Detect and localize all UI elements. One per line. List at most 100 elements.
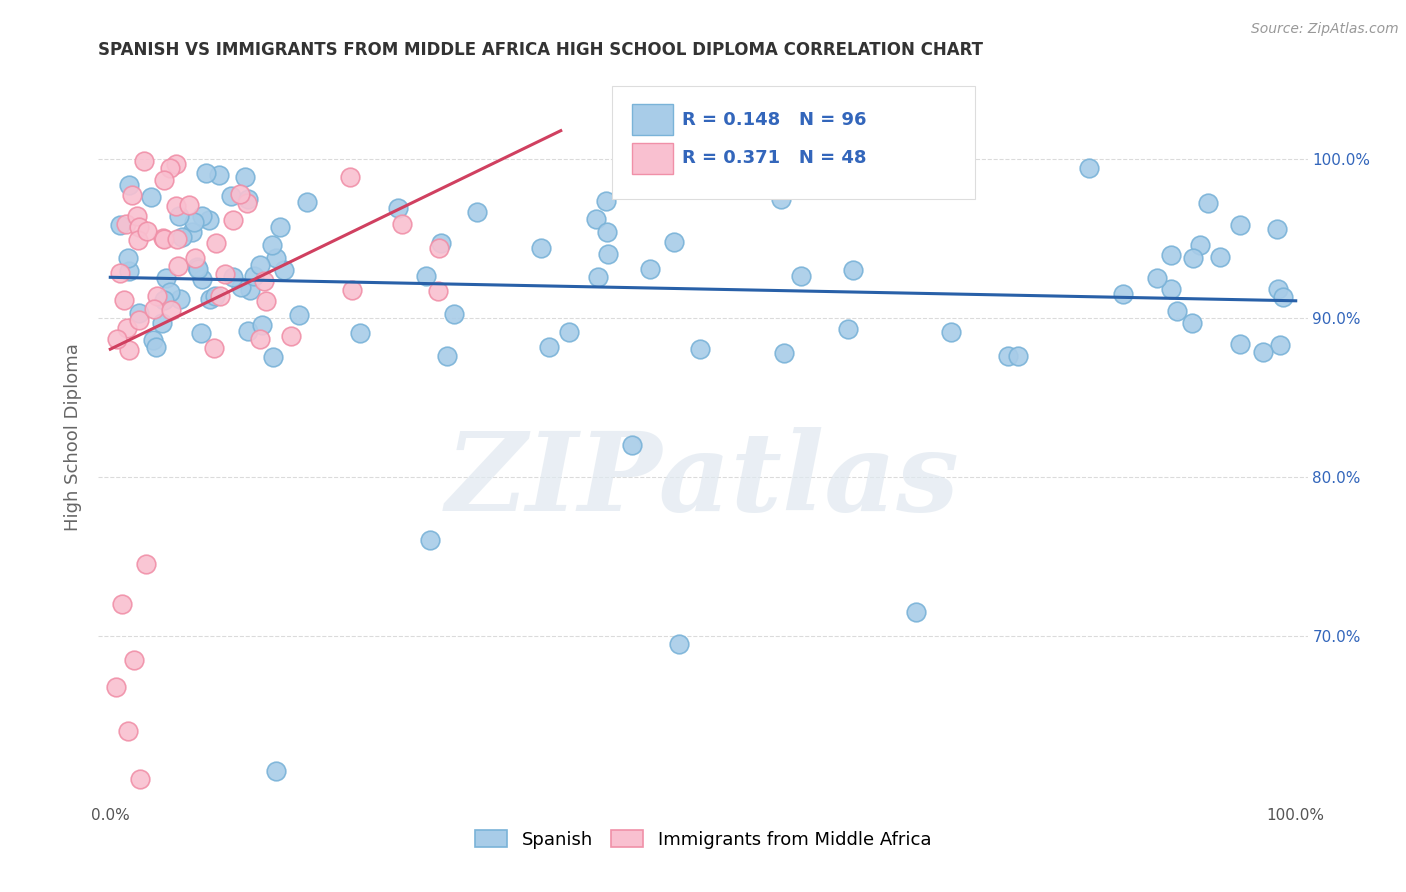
Point	[229, 280, 252, 294]
Point	[128, 313, 150, 327]
Point	[195, 166, 218, 180]
Point	[1267, 282, 1289, 296]
Point	[209, 289, 232, 303]
Point	[115, 321, 138, 335]
Point	[238, 325, 260, 339]
Point	[191, 272, 214, 286]
Text: ZIPatlas: ZIPatlas	[446, 427, 960, 534]
Point	[112, 293, 135, 308]
Legend: Spanish, Immigrants from Middle Africa: Spanish, Immigrants from Middle Africa	[467, 822, 939, 856]
Point	[772, 346, 794, 360]
Point	[135, 558, 157, 572]
Point	[222, 212, 245, 227]
Point	[1181, 316, 1204, 330]
Point	[233, 170, 256, 185]
Point	[253, 274, 276, 288]
Point	[236, 195, 259, 210]
Point	[280, 329, 302, 343]
Point	[595, 194, 617, 208]
FancyBboxPatch shape	[631, 104, 672, 135]
Point	[273, 263, 295, 277]
Point	[689, 342, 711, 356]
FancyBboxPatch shape	[613, 86, 976, 200]
FancyBboxPatch shape	[631, 143, 672, 174]
Point	[391, 217, 413, 231]
Point	[1270, 338, 1292, 352]
Point	[837, 322, 859, 336]
Point	[243, 269, 266, 284]
Point	[1197, 196, 1219, 211]
Point	[128, 306, 150, 320]
Point	[269, 220, 291, 235]
Point	[249, 258, 271, 272]
Point	[287, 308, 309, 322]
Point	[132, 154, 155, 169]
Point	[115, 217, 138, 231]
Point	[239, 283, 262, 297]
Point	[117, 178, 139, 192]
Point	[186, 260, 208, 275]
Point	[169, 292, 191, 306]
Point	[585, 211, 607, 226]
Point	[127, 233, 149, 247]
Point	[153, 172, 176, 186]
Point	[1229, 218, 1251, 232]
Point	[941, 325, 963, 339]
Point	[167, 209, 190, 223]
Point	[128, 220, 150, 235]
Point	[530, 241, 553, 255]
Point	[264, 251, 287, 265]
Point	[108, 266, 131, 280]
Point	[155, 271, 177, 285]
Point	[297, 195, 319, 210]
Point	[842, 263, 865, 277]
Text: Source: ZipAtlas.com: Source: ZipAtlas.com	[1251, 22, 1399, 37]
Point	[415, 268, 437, 283]
Point	[136, 224, 159, 238]
Point	[166, 232, 188, 246]
Point	[183, 215, 205, 229]
Point	[187, 262, 209, 277]
Point	[160, 303, 183, 318]
Point	[166, 259, 188, 273]
Point	[997, 349, 1019, 363]
Point	[1251, 344, 1274, 359]
Point	[905, 605, 928, 619]
Point	[179, 198, 201, 212]
Point	[111, 597, 134, 611]
Point	[387, 202, 409, 216]
Point	[668, 637, 690, 651]
Point	[1272, 290, 1295, 304]
Point	[1007, 349, 1029, 363]
Point	[214, 267, 236, 281]
Point	[633, 170, 655, 185]
Point	[165, 157, 187, 171]
Point	[1229, 337, 1251, 351]
Point	[184, 252, 207, 266]
Point	[219, 188, 242, 202]
Text: R = 0.371   N = 48: R = 0.371 N = 48	[682, 149, 868, 168]
Point	[142, 301, 165, 316]
Point	[427, 241, 450, 255]
Point	[129, 772, 152, 786]
Point	[1160, 282, 1182, 296]
Point	[1160, 248, 1182, 262]
Point	[152, 293, 174, 308]
Y-axis label: High School Diploma: High School Diploma	[65, 343, 83, 531]
Point	[1078, 161, 1101, 176]
Point	[1181, 251, 1204, 265]
Point	[122, 653, 145, 667]
Point	[790, 269, 813, 284]
Text: SPANISH VS IMMIGRANTS FROM MIDDLE AFRICA HIGH SCHOOL DIPLOMA CORRELATION CHART: SPANISH VS IMMIGRANTS FROM MIDDLE AFRICA…	[98, 41, 983, 59]
Point	[690, 174, 713, 188]
Point	[165, 199, 187, 213]
Point	[598, 247, 620, 261]
Point	[202, 341, 225, 355]
Point	[465, 205, 488, 219]
Point	[118, 264, 141, 278]
Point	[427, 285, 450, 299]
Point	[222, 270, 245, 285]
Point	[153, 232, 176, 246]
Point	[159, 161, 181, 175]
Point	[146, 289, 169, 303]
